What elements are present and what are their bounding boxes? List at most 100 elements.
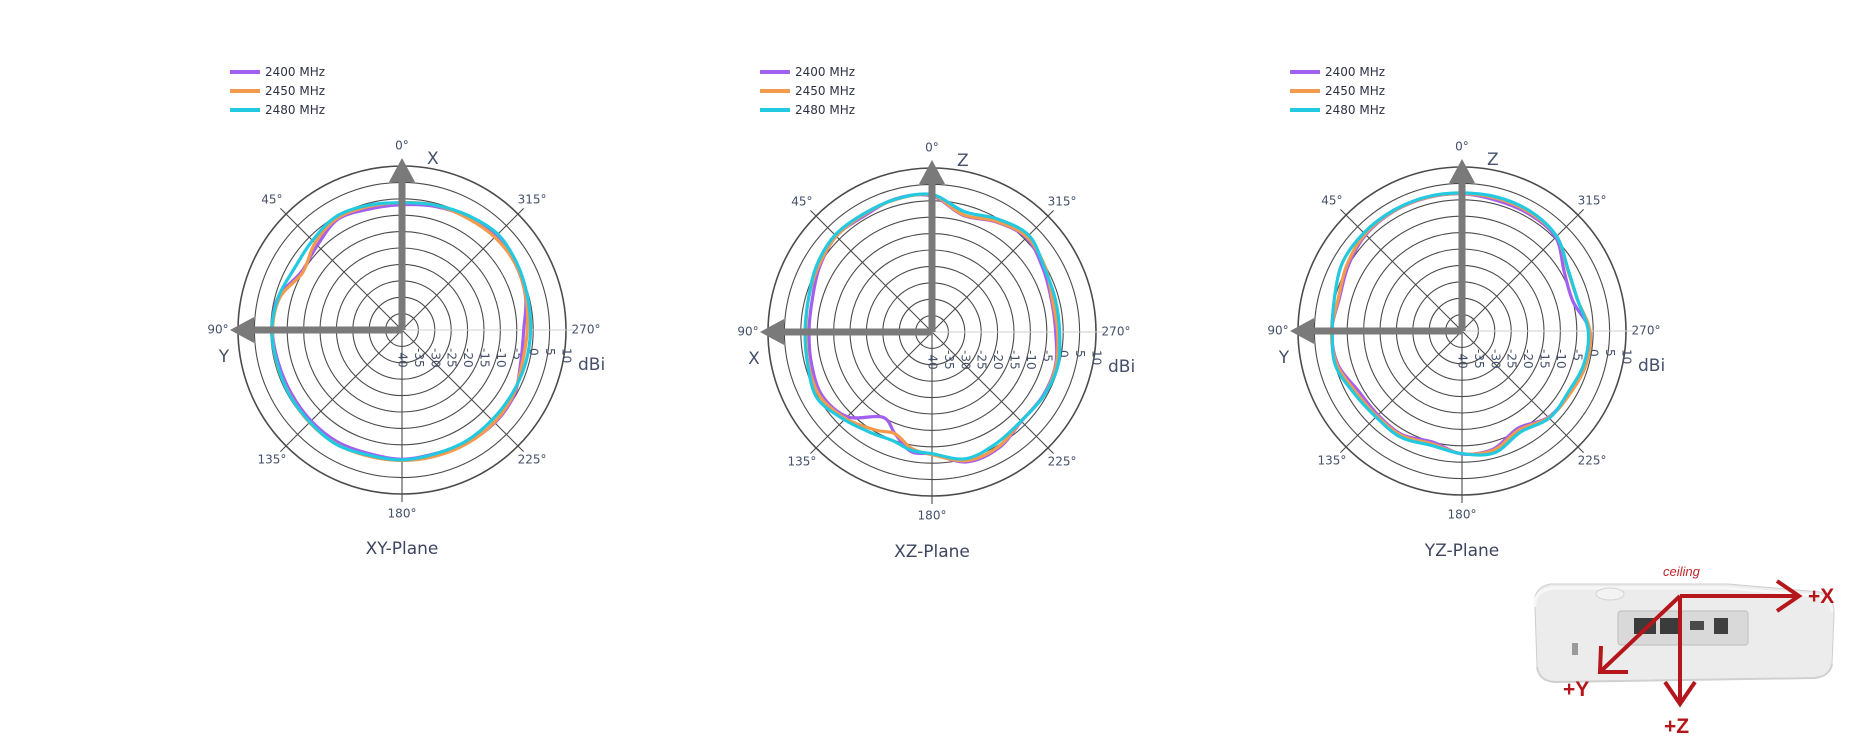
legend: 2400 MHz 2450 MHz 2480 MHz <box>230 65 325 117</box>
unit-label: dBi <box>1108 357 1135 377</box>
angle-ticks: 0° 45° 90° 135° 180° 225° 270° 315° <box>737 141 1130 523</box>
series-group <box>270 201 533 463</box>
y-axis-arrowhead <box>1597 645 1628 674</box>
radial-tick-label: 10 <box>1090 350 1104 365</box>
radial-tick-label: -35 <box>942 350 956 370</box>
legend-label: 2480 MHz <box>1325 103 1385 117</box>
angle-tick-label: 225° <box>1578 454 1607 468</box>
up-axis-label: Z <box>1487 150 1499 170</box>
radial-tick-label: -40 <box>926 350 940 370</box>
angle-tick-label: 135° <box>787 455 816 469</box>
radial-tick-label: 0 <box>527 348 541 356</box>
angle-tick-label: 315° <box>1048 194 1077 208</box>
access-point-image <box>1533 583 1835 684</box>
up-axis-label: Z <box>957 151 969 171</box>
radial-tick-label: -15 <box>478 348 492 368</box>
radial-tick-label: -35 <box>1472 349 1486 369</box>
angle-tick-label: 45° <box>791 194 812 208</box>
legend-label: 2450 MHz <box>1325 84 1385 98</box>
radial-tick-label: -30 <box>428 348 442 368</box>
radial-tick-label: -25 <box>445 348 459 368</box>
radial-tick-label: -5 <box>1040 350 1054 362</box>
radial-tick-label: -25 <box>1505 349 1519 369</box>
angle-tick-label: 90° <box>207 323 228 337</box>
plane-title: YZ-Plane <box>1424 541 1500 561</box>
radial-tick-label: -40 <box>396 348 410 368</box>
unit-label: dBi <box>1638 356 1665 376</box>
angle-tick-label: 45° <box>1321 193 1342 207</box>
radial-tick-label: -30 <box>958 350 972 370</box>
y-axis-arrow <box>1598 594 1682 674</box>
up-axis-arrowhead <box>389 158 415 182</box>
radial-tick-label: 0 <box>1057 350 1071 358</box>
angle-tick-label: 135° <box>1317 454 1346 468</box>
radial-tick-label: -20 <box>1521 349 1535 369</box>
angle-tick-label: 315° <box>1578 193 1607 207</box>
angle-tick-label: 270° <box>1102 325 1131 339</box>
axis-arrows <box>230 158 415 343</box>
legend: 2400 MHz 2450 MHz 2480 MHz <box>760 65 855 117</box>
radial-tick-label: -10 <box>1024 350 1038 370</box>
plane-title: XZ-Plane <box>894 542 970 562</box>
series-line-2480-mhz <box>803 192 1062 461</box>
angle-tick-label: 0° <box>395 139 409 153</box>
radial-tick-label: 5 <box>1603 349 1617 357</box>
angle-ticks: 0° 45° 90° 135° 180° 225° 270° 315° <box>1267 140 1660 522</box>
axis-arrows <box>760 160 945 345</box>
angle-tick-label: 90° <box>737 325 758 339</box>
radial-tick-label: -10 <box>494 348 508 368</box>
radial-tick-label: 5 <box>1073 350 1087 358</box>
legend-label: 2400 MHz <box>265 65 325 79</box>
plus-z-label: +Z <box>1664 715 1689 738</box>
up-axis-label: X <box>427 149 439 169</box>
legend-label: 2450 MHz <box>265 84 325 98</box>
ceiling-label: ceiling <box>1663 564 1701 579</box>
plus-x-label: +X <box>1808 585 1834 608</box>
left-axis-label: Y <box>218 347 230 367</box>
left-axis-arrowhead <box>760 319 784 345</box>
angle-ticks: 0° 45° 90° 135° 180° 225° 270° 315° <box>207 139 600 521</box>
series-group <box>803 192 1062 464</box>
left-axis-arrowhead <box>1290 318 1314 344</box>
legend: 2400 MHz 2450 MHz 2480 MHz <box>1290 65 1385 117</box>
radial-tick-label: -15 <box>1538 349 1552 369</box>
angle-tick-label: 225° <box>1048 455 1077 469</box>
angle-tick-label: 180° <box>1448 508 1477 522</box>
angle-tick-label: 45° <box>261 192 282 206</box>
radial-tick-label: 10 <box>1620 349 1634 364</box>
radial-tick-label: -25 <box>975 350 989 370</box>
angle-tick-label: 180° <box>388 507 417 521</box>
legend-label: 2480 MHz <box>795 103 855 117</box>
radial-tick-label: -35 <box>412 348 426 368</box>
radial-tick-label: -10 <box>1554 349 1568 369</box>
radial-tick-label: -5 <box>1570 349 1584 361</box>
up-axis-arrowhead <box>1449 159 1475 183</box>
angle-tick-label: 90° <box>1267 324 1288 338</box>
z-axis-arrowhead <box>1663 680 1697 708</box>
left-axis-label: X <box>748 349 760 369</box>
series-line-2480-mhz <box>1330 191 1591 457</box>
radial-tick-label: 10 <box>560 348 574 363</box>
angle-tick-label: 180° <box>918 509 947 523</box>
up-axis-arrowhead <box>919 160 945 184</box>
radial-tick-label: -20 <box>461 348 475 368</box>
angle-tick-label: 135° <box>257 453 286 467</box>
legend-label: 2400 MHz <box>795 65 855 79</box>
radial-tick-label: -20 <box>991 350 1005 370</box>
left-axis-label: Y <box>1278 348 1290 368</box>
angle-tick-label: 270° <box>1632 324 1661 338</box>
unit-label: dBi <box>578 355 605 375</box>
radial-tick-label: -5 <box>510 348 524 360</box>
legend-label: 2450 MHz <box>795 84 855 98</box>
angle-tick-label: 0° <box>925 141 939 155</box>
legend-label: 2400 MHz <box>1325 65 1385 79</box>
angle-tick-label: 270° <box>572 323 601 337</box>
radial-tick-label: 5 <box>543 348 557 356</box>
